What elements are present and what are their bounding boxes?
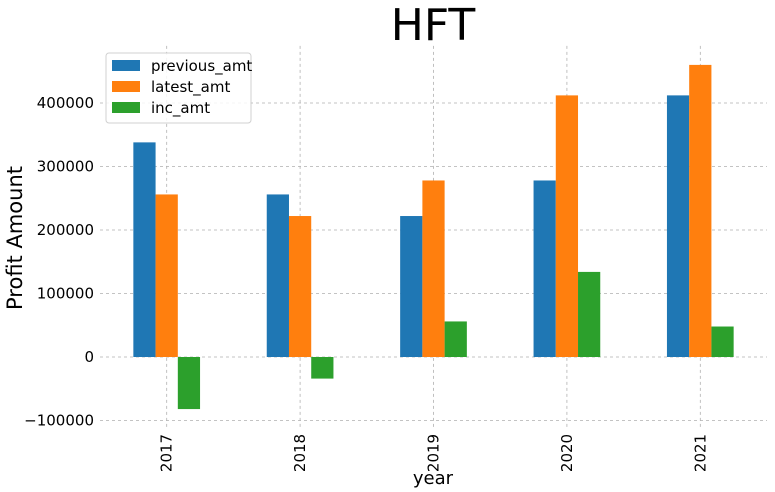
legend-swatch-inc-amt: [112, 102, 140, 113]
bar-previous-amt-2018: [266, 194, 289, 357]
x-tick-label: 2021: [691, 434, 709, 472]
bar-previous-amt-2020: [533, 180, 556, 357]
bar-latest-amt-2017: [155, 194, 178, 357]
bars: [133, 64, 734, 410]
y-tick-label: 0: [84, 348, 94, 366]
x-tick-label: 2020: [558, 434, 576, 472]
x-tick-label: 2019: [425, 434, 443, 472]
y-tick-label: 100000: [37, 285, 94, 303]
chart-title: HFT: [391, 0, 476, 51]
legend-swatch-previous-amt: [112, 60, 140, 71]
legend-label-previous-amt: previous_amt: [151, 57, 252, 76]
y-tick-label: 300000: [37, 158, 94, 176]
bar-previous-amt-2021: [666, 95, 690, 357]
bar-inc-amt-2019: [444, 321, 467, 357]
legend: previous_amt latest_amt inc_amt: [105, 52, 252, 124]
y-tick-label: −100000: [24, 412, 94, 430]
bar-latest-amt-2021: [689, 64, 712, 358]
legend-label-latest-amt: latest_amt: [151, 78, 230, 97]
bar-inc-amt-2018: [311, 357, 334, 379]
x-tick-labels: 2017 2018 2019 2020 2021: [158, 434, 710, 472]
bar-inc-amt-2020: [578, 271, 601, 357]
y-tick-label: 200000: [37, 221, 94, 239]
bar-latest-amt-2018: [288, 216, 312, 357]
bar-previous-amt-2019: [400, 216, 423, 357]
y-axis-label: Profit Amount: [3, 166, 27, 310]
bar-inc-amt-2017: [177, 357, 201, 410]
bar-inc-amt-2021: [711, 326, 734, 357]
y-tick-labels: −100000 0 100000 200000 300000 400000: [24, 94, 94, 430]
legend-swatch-latest-amt: [112, 81, 140, 92]
bar-latest-amt-2019: [422, 180, 445, 357]
x-tick-label: 2017: [158, 434, 176, 472]
x-axis-label: year: [413, 468, 454, 489]
legend-frame: [105, 52, 252, 124]
bar-previous-amt-2017: [133, 142, 156, 357]
legend-label-inc-amt: inc_amt: [151, 99, 210, 118]
x-tick-label: 2018: [291, 434, 309, 472]
y-tick-label: 400000: [37, 94, 94, 112]
bar-latest-amt-2020: [555, 95, 579, 357]
